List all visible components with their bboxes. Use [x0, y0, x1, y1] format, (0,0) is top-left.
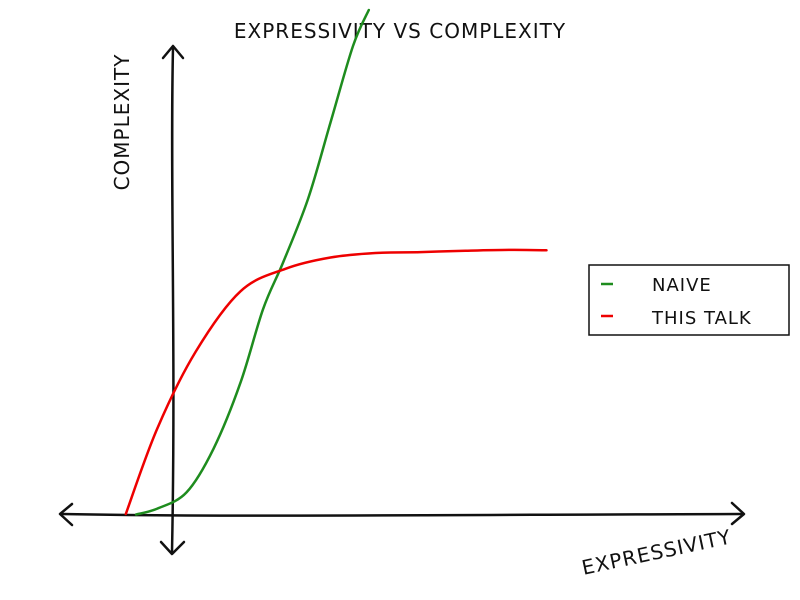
chart-title: EXPRESSIVITY VS COMPLEXITY: [234, 19, 566, 43]
legend-box: [588, 264, 790, 336]
y-axis-label: COMPLEXITY: [110, 54, 134, 191]
series-line-this-talk: [124, 248, 548, 516]
series-line-naive: [134, 8, 371, 516]
x-axis-label: EXPRESSIVITY: [580, 525, 734, 580]
series-layer: [124, 8, 548, 516]
legend: NAIVE THIS TALK: [588, 264, 790, 336]
legend-label-naive: NAIVE: [652, 275, 712, 296]
x-axis-left-arrow: [58, 502, 74, 527]
x-axis: [60, 512, 744, 517]
x-axis-right-arrow: [730, 501, 746, 526]
y-axis-top-arrow: [161, 44, 185, 60]
legend-label-this-talk: THIS TALK: [651, 308, 752, 329]
y-axis-bottom-arrow: [159, 540, 186, 556]
y-axis: [170, 46, 175, 554]
